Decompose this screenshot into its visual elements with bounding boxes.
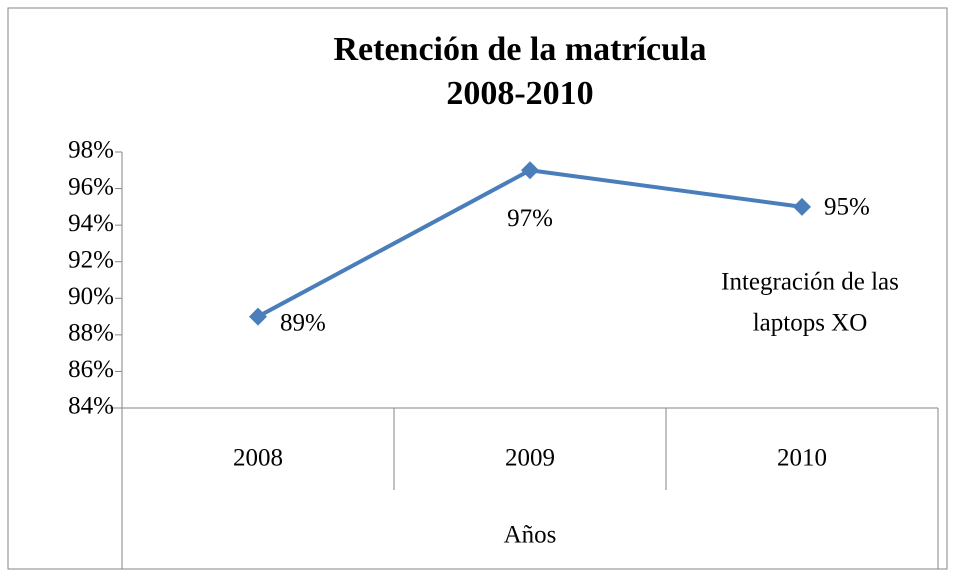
data-label: 97% (507, 205, 553, 232)
chart-border (7, 7, 948, 570)
annotation: laptops XO (753, 310, 868, 337)
y-tick-label: 98% (68, 137, 114, 164)
x-axis-label: Años (504, 522, 557, 549)
y-tick-label: 96% (68, 173, 114, 200)
y-tick-label: 86% (68, 356, 114, 383)
data-point (249, 307, 267, 326)
chart-title: Retención de la matrícula (334, 31, 707, 68)
y-tick-label: 90% (68, 283, 114, 310)
annotation: Integración de las (721, 269, 899, 296)
x-tick-label: 2009 (505, 445, 555, 472)
data-label: 89% (280, 309, 326, 336)
data-point (521, 161, 539, 180)
y-tick-label: 88% (68, 320, 114, 347)
data-point (793, 197, 811, 216)
chart-title: 2008-2010 (446, 75, 593, 112)
x-tick-label: 2008 (233, 445, 283, 472)
x-tick-label: 2010 (777, 445, 827, 472)
data-label: 95% (824, 194, 870, 221)
y-tick-label: 94% (68, 210, 114, 237)
y-tick-label: 92% (68, 246, 114, 273)
y-tick-label: 84% (68, 393, 114, 420)
